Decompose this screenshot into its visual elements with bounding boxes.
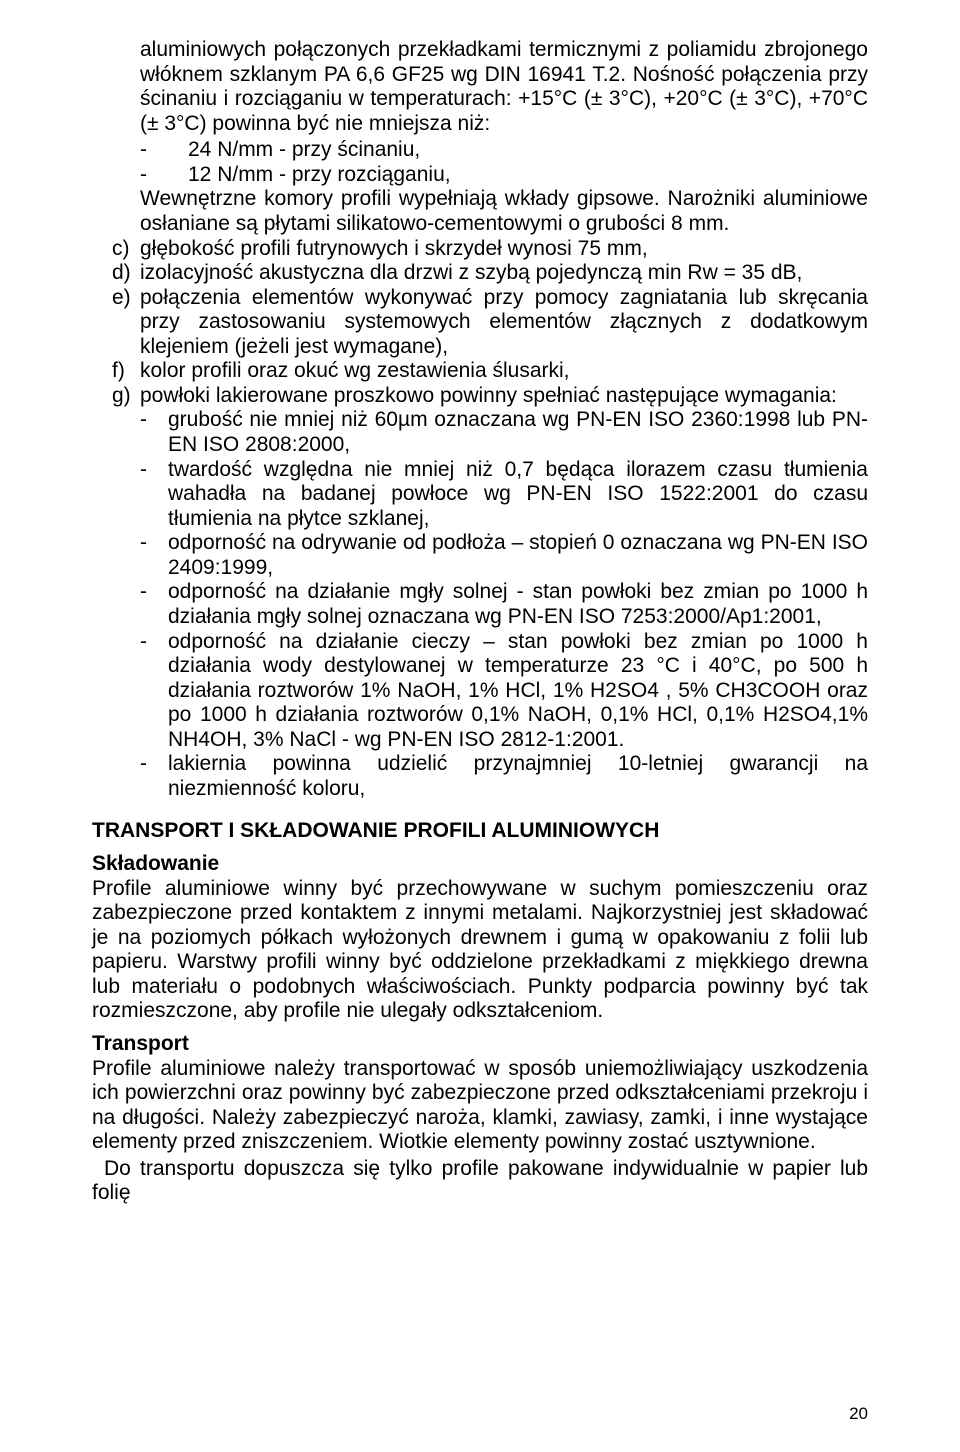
item-e: e) połączenia elementów wykonywać przy p… [92,286,868,360]
item-f-text: kolor profili oraz okuć wg zestawienia ś… [140,359,868,384]
transport-title: Transport [92,1032,868,1057]
item-c: c) głębokość profili futrynowych i skrzy… [92,237,868,262]
item-g-marker: g) [112,384,140,409]
dash-marker: - [140,458,168,532]
g-dash-3-text: odporność na odrywanie od podłoża – stop… [168,531,868,580]
transport-body-2: Do transportu dopuszcza się tylko profil… [92,1157,868,1206]
g-dash-4: - odporność na działanie mgły solnej - s… [140,580,868,629]
intro-dash-1: - 24 N/mm - przy ścinaniu, [140,138,868,163]
item-d-marker: d) [112,261,140,286]
document-page: aluminiowych połączonych przekładkami te… [0,0,960,1452]
item-c-marker: c) [112,237,140,262]
g-dash-5-text: odporność na działanie cieczy – stan pow… [168,630,868,753]
storage-title: Składowanie [92,852,868,877]
g-sublist: - grubość nie mniej niż 60µm oznaczana w… [92,408,868,801]
g-dash-1-text: grubość nie mniej niż 60µm oznaczana wg … [168,408,868,457]
item-e-text: połączenia elementów wykonywać przy pomo… [140,286,868,360]
dash-marker: - [140,163,188,188]
dash-marker: - [140,752,168,801]
g-dash-6-text: lakiernia powinna udzielić przynajmniej … [168,752,868,801]
item-f: f) kolor profili oraz okuć wg zestawieni… [92,359,868,384]
item-e-marker: e) [112,286,140,360]
item-g: g) powłoki lakierowane proszkowo powinny… [92,384,868,409]
dash-marker: - [140,580,168,629]
item-g-text: powłoki lakierowane proszkowo powinny sp… [140,384,868,409]
dash-marker: - [140,630,168,753]
g-dash-4-text: odporność na działanie mgły solnej - sta… [168,580,868,629]
transport-body-1: Profile aluminiowe należy transportować … [92,1057,868,1155]
dash-marker: - [140,138,188,163]
g-dash-2: - twardość względna nie mniej niż 0,7 bę… [140,458,868,532]
item-d-text: izolacyjność akustyczna dla drzwi z szyb… [140,261,868,286]
intro-tail: Wewnętrzne komory profili wypełniają wkł… [140,187,868,236]
g-dash-5: - odporność na działanie cieczy – stan p… [140,630,868,753]
g-dash-3: - odporność na odrywanie od podłoża – st… [140,531,868,580]
item-f-marker: f) [112,359,140,384]
g-dash-2-text: twardość względna nie mniej niż 0,7 będą… [168,458,868,532]
page-number: 20 [849,1404,868,1424]
intro-dash-1-text: 24 N/mm - przy ścinaniu, [188,138,868,163]
item-c-text: głębokość profili futrynowych i skrzydeł… [140,237,868,262]
item-d: d) izolacyjność akustyczna dla drzwi z s… [92,261,868,286]
dash-marker: - [140,531,168,580]
g-dash-1: - grubość nie mniej niż 60µm oznaczana w… [140,408,868,457]
intro-dash-2: - 12 N/mm - przy rozciąganiu, [140,163,868,188]
g-dash-6: - lakiernia powinna udzielić przynajmnie… [140,752,868,801]
intro-block: aluminiowych połączonych przekładkami te… [92,38,868,237]
dash-marker: - [140,408,168,457]
section-title-transport-storage: TRANSPORT I SKŁADOWANIE PROFILI ALUMINIO… [92,819,868,844]
storage-body: Profile aluminiowe winny być przechowywa… [92,877,868,1024]
intro-continuation: aluminiowych połączonych przekładkami te… [140,38,868,136]
intro-dash-2-text: 12 N/mm - przy rozciąganiu, [188,163,868,188]
